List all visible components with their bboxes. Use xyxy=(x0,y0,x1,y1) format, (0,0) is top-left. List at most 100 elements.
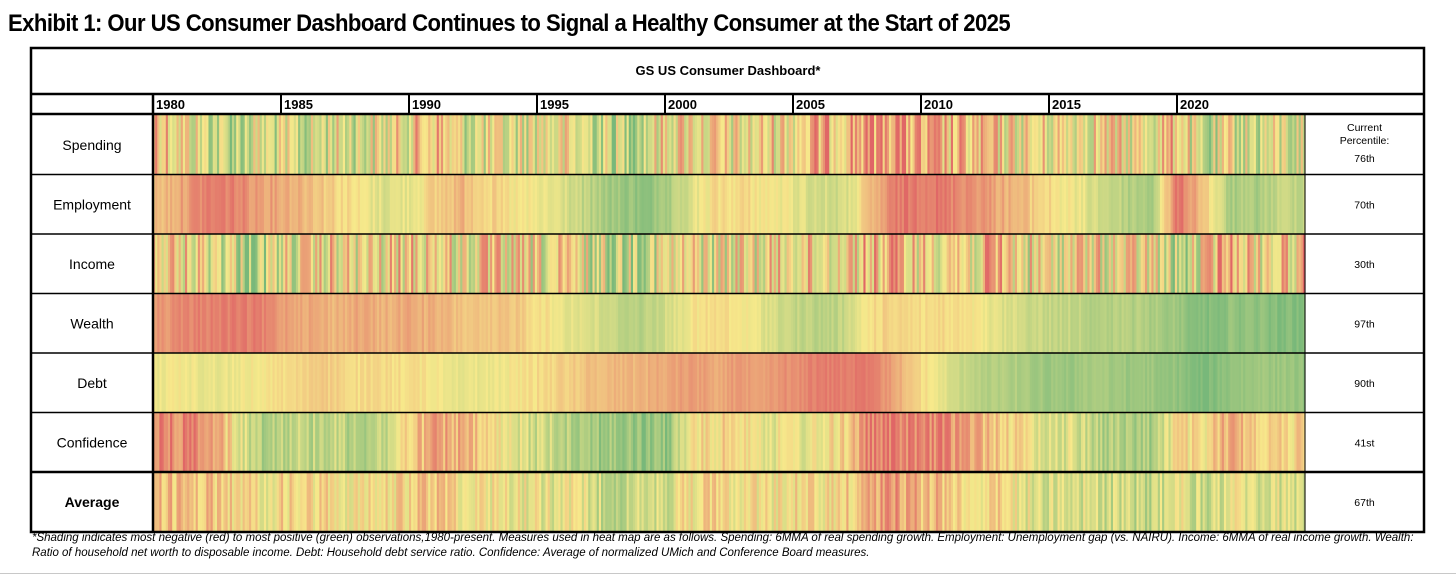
heat-cell xyxy=(667,472,670,532)
heat-cell xyxy=(1081,174,1084,234)
heat-cell xyxy=(803,293,807,353)
heat-cell xyxy=(313,353,316,413)
heat-cell xyxy=(1157,353,1161,413)
heat-cell xyxy=(1134,115,1138,175)
heat-cell xyxy=(1181,115,1184,175)
heat-cell xyxy=(381,115,384,175)
heat-cell xyxy=(957,115,960,175)
heat-cell xyxy=(739,174,743,234)
heat-cell xyxy=(204,293,207,353)
heat-cell xyxy=(1014,234,1018,294)
heat-cell xyxy=(1189,472,1193,532)
heat-cell xyxy=(810,353,813,413)
heat-cell xyxy=(421,234,425,294)
heat-cell xyxy=(1236,353,1240,413)
heat-cell xyxy=(261,174,265,234)
heat-cell xyxy=(822,115,826,175)
heat-cell xyxy=(293,472,297,532)
heat-cell xyxy=(662,115,666,175)
heat-cell xyxy=(1055,293,1059,353)
heat-cell xyxy=(238,412,242,472)
heat-cell xyxy=(421,115,425,175)
heat-cell xyxy=(558,353,562,413)
heat-cell xyxy=(524,174,527,234)
heat-cell xyxy=(453,472,457,532)
heat-cell xyxy=(893,115,896,175)
heat-cell xyxy=(1106,115,1110,175)
heat-cell xyxy=(620,115,623,175)
heat-cell xyxy=(953,174,956,234)
heat-cell xyxy=(153,174,156,234)
heat-cell xyxy=(283,353,286,413)
heat-cell xyxy=(519,115,523,175)
heat-cell xyxy=(628,293,632,353)
heat-cell xyxy=(925,472,928,532)
heat-cell xyxy=(679,472,683,532)
heat-cell xyxy=(1138,234,1142,294)
heat-cell xyxy=(880,293,884,353)
heat-cell xyxy=(1091,234,1095,294)
heat-cell xyxy=(801,472,805,532)
heat-cell xyxy=(366,293,370,353)
heat-cell xyxy=(1100,115,1103,175)
heat-cell xyxy=(481,174,485,234)
heat-cell xyxy=(1076,472,1080,532)
heat-cell xyxy=(903,293,907,353)
heat-cell xyxy=(972,234,975,294)
heat-cell xyxy=(820,293,824,353)
heat-cell xyxy=(1063,353,1067,413)
heat-cell xyxy=(1038,412,1042,472)
heat-cell xyxy=(443,234,446,294)
heat-cell xyxy=(699,115,702,175)
heat-cell xyxy=(355,472,359,532)
heat-cell xyxy=(1294,293,1298,353)
heat-cell xyxy=(921,412,924,472)
heat-cell xyxy=(231,115,235,175)
heat-cell xyxy=(285,293,288,353)
heat-cell xyxy=(1040,472,1044,532)
heat-cell xyxy=(978,293,982,353)
heat-cell xyxy=(1247,174,1251,234)
heat-cell xyxy=(611,472,615,532)
heat-cell xyxy=(170,293,173,353)
heat-cell xyxy=(398,472,402,532)
heat-cell xyxy=(1145,174,1148,234)
heat-cell xyxy=(711,472,715,532)
heat-cell xyxy=(466,174,470,234)
heat-cell xyxy=(1159,293,1163,353)
heat-cell xyxy=(925,115,928,175)
heat-cell xyxy=(807,293,811,353)
heat-cell xyxy=(1083,353,1086,413)
heat-cell xyxy=(694,353,698,413)
heat-cell xyxy=(176,293,180,353)
heat-cell xyxy=(1258,174,1261,234)
heat-cell xyxy=(159,353,163,413)
heat-cell xyxy=(263,472,267,532)
heat-cell xyxy=(978,412,982,472)
heat-cell xyxy=(549,412,553,472)
heat-cell xyxy=(752,472,756,532)
heat-cell xyxy=(492,293,495,353)
heat-cell xyxy=(880,472,884,532)
heat-cell xyxy=(293,234,297,294)
heat-cell xyxy=(756,115,760,175)
heat-cell xyxy=(816,353,820,413)
heat-cell xyxy=(1121,293,1125,353)
heat-cell xyxy=(268,234,271,294)
heat-cell xyxy=(1089,293,1093,353)
heat-cell xyxy=(455,412,459,472)
heat-cell xyxy=(1191,472,1195,532)
heat-cell xyxy=(1238,472,1242,532)
heat-cell xyxy=(532,412,536,472)
heat-cell xyxy=(1281,115,1285,175)
heat-cell xyxy=(581,174,585,234)
heat-cell xyxy=(443,353,446,413)
heat-cell xyxy=(1170,353,1174,413)
heat-cell xyxy=(330,353,333,413)
heat-cell xyxy=(880,234,884,294)
heat-cell xyxy=(381,234,384,294)
heat-cell xyxy=(630,472,634,532)
heat-cell xyxy=(1273,234,1276,294)
heat-cell xyxy=(1100,353,1103,413)
heat-cell xyxy=(1074,472,1078,532)
